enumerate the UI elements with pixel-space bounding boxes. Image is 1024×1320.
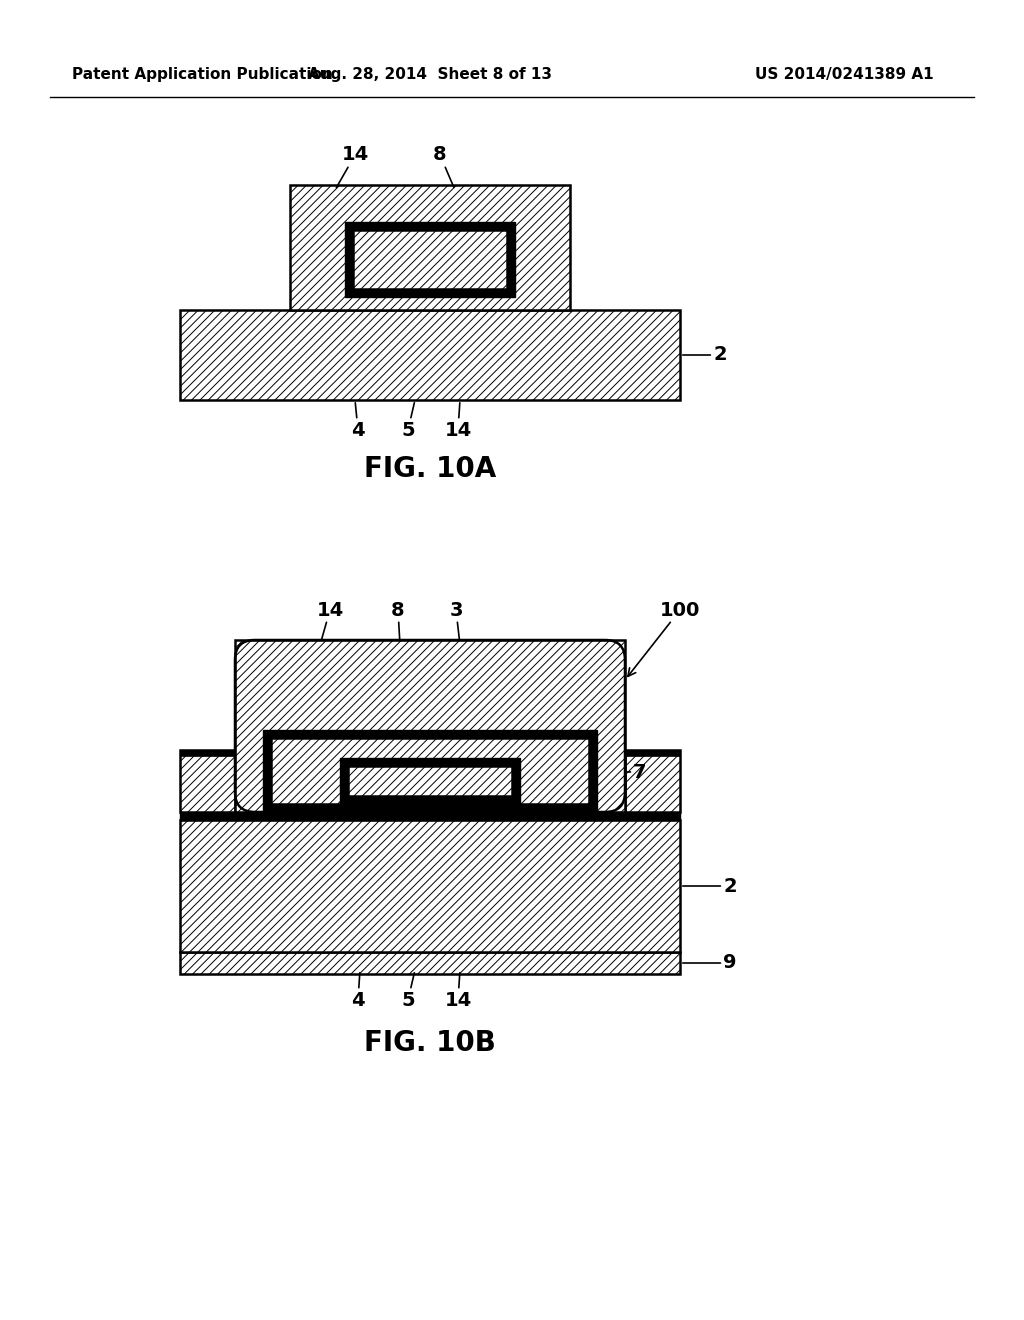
Text: 2: 2 [683,876,737,895]
Text: 5: 5 [401,403,415,440]
Text: US 2014/0241389 A1: US 2014/0241389 A1 [755,67,934,82]
Text: Aug. 28, 2014  Sheet 8 of 13: Aug. 28, 2014 Sheet 8 of 13 [308,67,552,82]
Text: 2: 2 [683,346,727,364]
Bar [180,750,234,756]
Bar [340,758,520,804]
Bar [234,640,625,812]
Text: FIG. 10A: FIG. 10A [364,455,496,483]
Bar [271,738,589,804]
Text: 9: 9 [683,953,736,973]
Text: 7: 7 [600,763,647,781]
Text: 3: 3 [450,601,463,643]
Bar [180,952,680,974]
Bar [180,820,680,952]
Bar [353,230,507,289]
Bar [348,766,512,796]
Text: 100: 100 [628,601,700,676]
Bar [625,750,680,756]
Text: FIG. 10B: FIG. 10B [365,1030,496,1057]
Bar [180,750,234,812]
Text: 4: 4 [351,403,365,440]
Text: 14: 14 [336,145,369,187]
Text: Patent Application Publication: Patent Application Publication [72,67,333,82]
Bar [345,222,515,297]
Bar [180,310,680,400]
Text: 5: 5 [401,973,415,1010]
Text: 4: 4 [351,973,365,1010]
Text: 14: 14 [444,973,472,1010]
Text: 14: 14 [444,403,472,440]
Bar [263,730,597,812]
Bar [180,812,680,820]
Text: 8: 8 [391,601,404,643]
Bar [290,185,570,310]
Text: 14: 14 [316,601,344,643]
Bar [625,750,680,812]
Text: 8: 8 [433,145,454,187]
